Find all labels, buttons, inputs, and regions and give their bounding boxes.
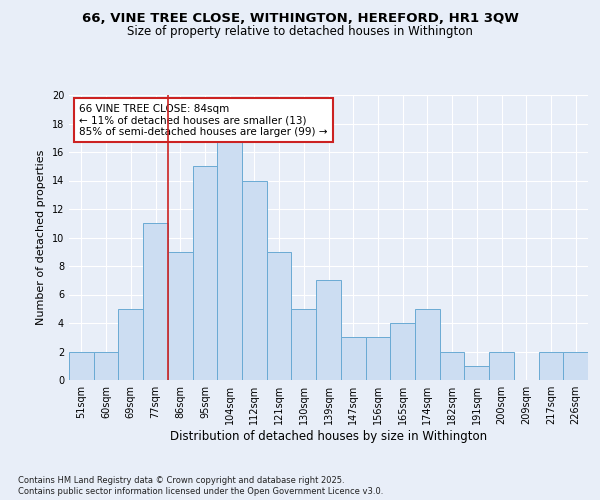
Bar [440, 352, 464, 380]
Bar [292, 308, 316, 380]
Bar [267, 252, 292, 380]
Bar [217, 138, 242, 380]
Bar [489, 352, 514, 380]
Text: Contains public sector information licensed under the Open Government Licence v3: Contains public sector information licen… [18, 488, 383, 496]
Bar [118, 308, 143, 380]
Bar [143, 223, 168, 380]
Text: Contains HM Land Registry data © Crown copyright and database right 2025.: Contains HM Land Registry data © Crown c… [18, 476, 344, 485]
Bar [242, 180, 267, 380]
Bar [94, 352, 118, 380]
Bar [316, 280, 341, 380]
Bar [464, 366, 489, 380]
Bar [390, 323, 415, 380]
Bar [69, 352, 94, 380]
Bar [539, 352, 563, 380]
Text: Size of property relative to detached houses in Withington: Size of property relative to detached ho… [127, 25, 473, 38]
Bar [341, 337, 365, 380]
Bar [563, 352, 588, 380]
Bar [365, 337, 390, 380]
Y-axis label: Number of detached properties: Number of detached properties [36, 150, 46, 325]
Bar [193, 166, 217, 380]
Text: 66 VINE TREE CLOSE: 84sqm
← 11% of detached houses are smaller (13)
85% of semi-: 66 VINE TREE CLOSE: 84sqm ← 11% of detac… [79, 104, 328, 137]
Bar [415, 308, 440, 380]
Text: 66, VINE TREE CLOSE, WITHINGTON, HEREFORD, HR1 3QW: 66, VINE TREE CLOSE, WITHINGTON, HEREFOR… [82, 12, 518, 26]
Bar [168, 252, 193, 380]
X-axis label: Distribution of detached houses by size in Withington: Distribution of detached houses by size … [170, 430, 487, 443]
